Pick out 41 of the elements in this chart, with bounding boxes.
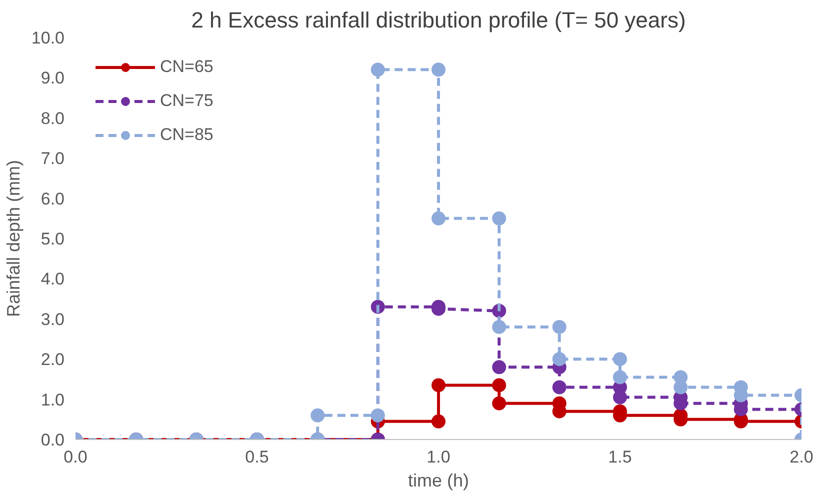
x-axis-title: time (h) [408, 470, 470, 490]
y-tick-label: 7.0 [40, 149, 65, 168]
legend-label: CN=85 [160, 125, 214, 145]
point [492, 320, 506, 334]
point [613, 352, 627, 366]
y-tick-label: 0.0 [40, 430, 65, 450]
y-tick-label: 5.0 [40, 230, 65, 248]
x-tick-label: 2.0 [790, 448, 814, 466]
legend-label: CN=65 [160, 57, 214, 77]
point [432, 378, 446, 392]
y-tick-label: 2.0 [40, 350, 65, 370]
point [432, 414, 446, 428]
point [613, 370, 627, 384]
point [432, 62, 446, 77]
y-tick-label: 1.0 [40, 390, 65, 410]
y-tick-label: 10.0 [31, 28, 65, 48]
point [613, 390, 627, 404]
x-tick-label: 1.5 [608, 448, 632, 466]
y-tick-label: 9.0 [40, 68, 65, 88]
y-tick-label: 8.0 [40, 108, 65, 128]
x-tick-label: 0.5 [245, 448, 269, 466]
y-tick-label: 6.0 [40, 189, 65, 208]
point [552, 380, 566, 394]
y-tick-label: 4.0 [40, 270, 65, 289]
point [492, 396, 506, 410]
chart-title: 2 h Excess rainfall distribution profile (T= 50 years) [191, 8, 686, 32]
point [492, 378, 506, 392]
point [310, 408, 325, 422]
y-axis-title: Rainfall depth (mm) [3, 160, 24, 318]
y-tick-label: 3.0 [40, 310, 65, 329]
point [432, 211, 446, 226]
point [552, 320, 566, 334]
point [552, 352, 566, 366]
x-tick-label: 0.0 [64, 448, 88, 466]
point [370, 408, 385, 422]
x-tick-label: 1.0 [426, 448, 450, 466]
point [492, 360, 506, 374]
point [370, 62, 385, 77]
legend-label: CN=75 [160, 91, 214, 111]
point [492, 211, 506, 226]
point [674, 380, 688, 394]
